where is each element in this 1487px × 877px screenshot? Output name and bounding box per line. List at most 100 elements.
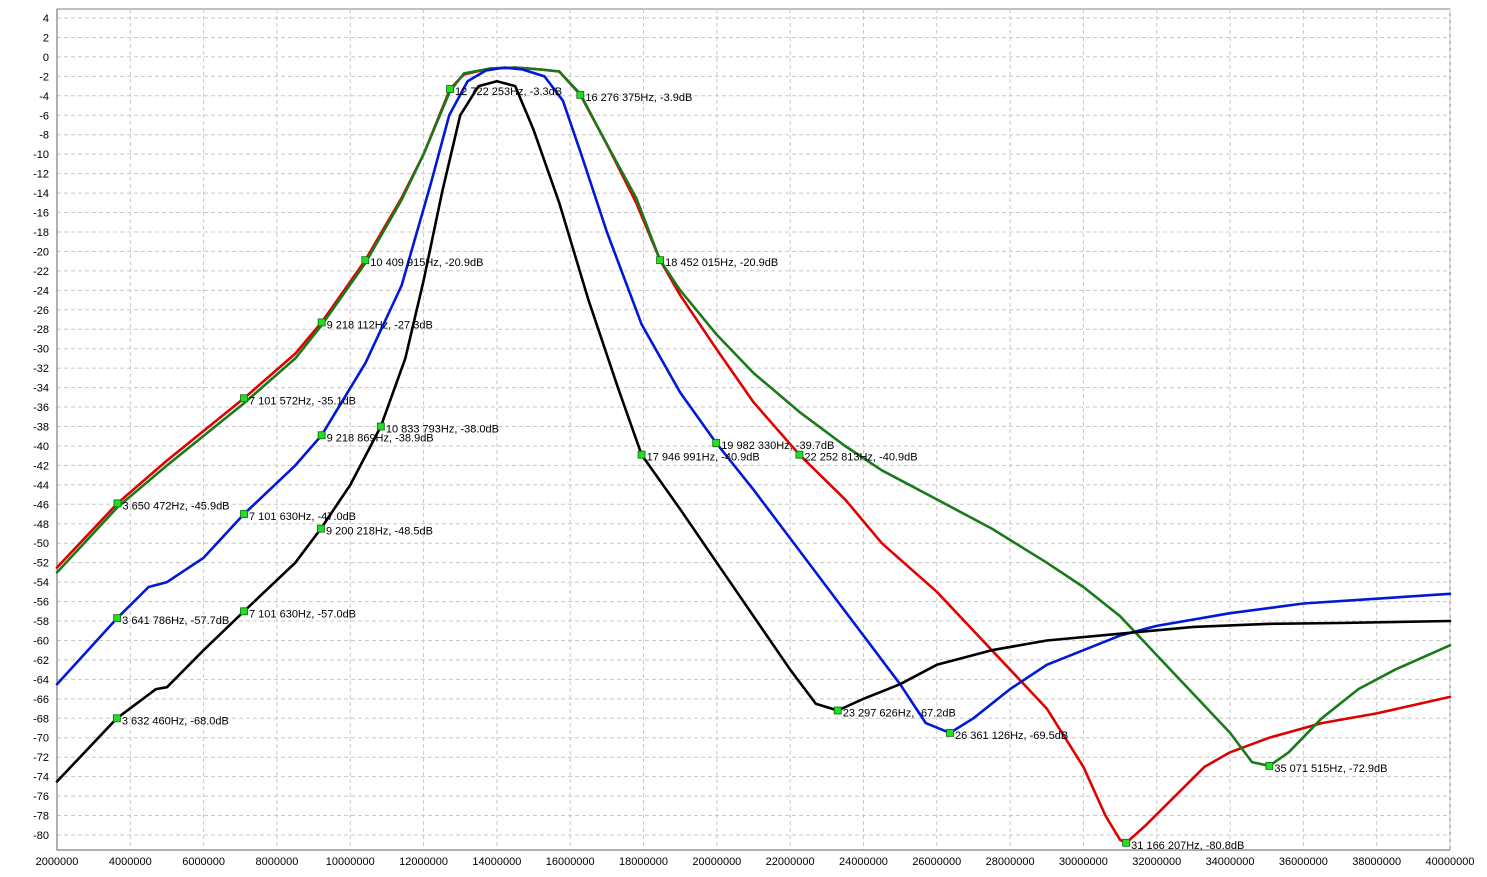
y-tick-label: -46: [33, 499, 49, 511]
y-tick-label: -60: [33, 635, 49, 647]
marker-label: 3 641 786Hz, -57.7dB: [122, 615, 229, 627]
y-tick-label: -34: [33, 383, 49, 395]
y-tick-label: -32: [33, 363, 49, 375]
series-line: [55, 66, 1452, 735]
marker-label: 12 722 253Hz, -3.3dB: [455, 86, 562, 98]
y-tick-label: -74: [33, 772, 49, 784]
y-tick-label: -10: [33, 149, 49, 161]
x-tick-label: 38000000: [1352, 856, 1401, 868]
x-tick-label: 4000000: [109, 856, 152, 868]
y-tick-label: 0: [43, 52, 49, 64]
y-tick-label: -50: [33, 538, 49, 550]
y-tick-label: 4: [43, 13, 49, 25]
x-tick-label: 14000000: [472, 856, 521, 868]
marker-point: [240, 510, 248, 518]
x-tick-label: 34000000: [1206, 856, 1255, 868]
marker-label: 17 946 991Hz, -40.9dB: [647, 452, 760, 464]
y-tick-label: -30: [33, 344, 49, 356]
y-tick-label: -38: [33, 422, 49, 434]
y-tick-label: -18: [33, 227, 49, 239]
y-tick-label: -76: [33, 791, 49, 803]
x-tick-label: 22000000: [766, 856, 815, 868]
y-tick-label: -68: [33, 713, 49, 725]
y-tick-label: -14: [33, 188, 49, 200]
marker-label: 9 218 869Hz, -38.9dB: [327, 432, 434, 444]
marker-label: 7 101 630Hz, -57.0dB: [249, 608, 356, 620]
y-tick-label: -8: [39, 130, 49, 142]
y-tick-label: -72: [33, 752, 49, 764]
marker-point: [833, 706, 842, 715]
marker-point: [656, 256, 664, 265]
marker-label: 35 071 515Hz, -72.9dB: [1274, 763, 1387, 775]
marker-label: 10 409 915Hz, -20.9dB: [370, 257, 483, 269]
series-line: [55, 66, 1452, 768]
grid: [56, 8, 1451, 851]
x-tick-label: 26000000: [912, 856, 961, 868]
x-tick-label: 24000000: [839, 856, 888, 868]
series-lines: [55, 66, 1452, 845]
y-tick-label: -58: [33, 616, 49, 628]
marker-label: 7 101 630Hz, -47.0dB: [249, 511, 356, 523]
y-tick-label: -4: [39, 91, 49, 103]
marker-label: 22 252 813Hz, -40.9dB: [804, 452, 917, 464]
y-tick-label: -62: [33, 655, 49, 667]
y-tick-label: -70: [33, 733, 49, 745]
y-tick-label: -16: [33, 208, 49, 220]
y-tick-label: -40: [33, 441, 49, 453]
markers: 12 722 253Hz, -3.3dB 16 276 375Hz, -3.9dB…: [112, 85, 1387, 852]
y-tick-label: -24: [33, 285, 49, 297]
marker-label: 7 101 572Hz, -35.1dB: [249, 395, 356, 407]
x-tick-label: 20000000: [692, 856, 741, 868]
y-tick-label: -48: [33, 519, 49, 531]
marker-point: [576, 90, 585, 99]
x-tick-label: 40000000: [1426, 856, 1475, 868]
marker-point: [113, 614, 122, 623]
x-tick-label: 8000000: [256, 856, 299, 868]
y-tick-label: -28: [33, 324, 49, 336]
marker-point: [946, 728, 954, 737]
x-tick-label: 10000000: [326, 856, 375, 868]
x-tick-label: 36000000: [1279, 856, 1328, 868]
marker-point: [1122, 838, 1131, 847]
y-tick-label: 2: [43, 32, 49, 44]
marker-label: 31 166 207Hz, -80.8dB: [1131, 840, 1244, 852]
x-tick-label: 28000000: [986, 856, 1035, 868]
y-tick-label: -44: [33, 480, 49, 492]
y-tick-label: -64: [33, 674, 49, 686]
x-tick-label: 32000000: [1132, 856, 1181, 868]
marker-point: [240, 394, 248, 403]
x-tick-label: 2000000: [36, 856, 79, 868]
y-tick-label: -6: [39, 110, 49, 122]
y-tick-label: -56: [33, 597, 49, 609]
series-line: [55, 79, 1452, 783]
y-tick-label: -52: [33, 558, 49, 570]
axes: 4 2 0 -2 -4 -6 -8 -10 -12 -14 -16 -18 -20 -22 -24 -26 -2…: [33, 9, 1474, 868]
marker-point: [317, 431, 326, 440]
marker-point: [317, 318, 326, 327]
marker-point: [712, 439, 721, 447]
y-tick-label: -2: [39, 71, 49, 83]
marker-label: 18 452 015Hz, -20.9dB: [665, 257, 778, 269]
x-tick-label: 6000000: [182, 856, 225, 868]
marker-point: [240, 607, 248, 616]
marker-point: [446, 85, 454, 93]
marker-label: 16 276 375Hz, -3.9dB: [585, 92, 692, 104]
y-tick-label: -36: [33, 402, 49, 414]
x-tick-label: 16000000: [546, 856, 595, 868]
marker-label: 3 650 472Hz, -45.9dB: [123, 500, 230, 512]
marker-point: [112, 714, 121, 723]
marker-point: [795, 450, 804, 459]
y-tick-label: -42: [33, 460, 49, 472]
marker-label: 23 297 626Hz, -67.2dB: [843, 708, 956, 720]
plot-area: [56, 8, 1451, 851]
y-tick-label: -54: [33, 577, 49, 589]
marker-label: 10 833 793Hz, -38.0dB: [386, 424, 499, 436]
y-tick-label: -26: [33, 305, 49, 317]
marker-point: [113, 499, 122, 508]
marker-label: 9 200 218Hz, -48.5dB: [326, 526, 433, 538]
marker-point: [637, 450, 646, 459]
marker-label: 19 982 330Hz, -39.7dB: [721, 440, 834, 452]
marker-label: 9 218 112Hz, -27.3dB: [327, 319, 433, 331]
